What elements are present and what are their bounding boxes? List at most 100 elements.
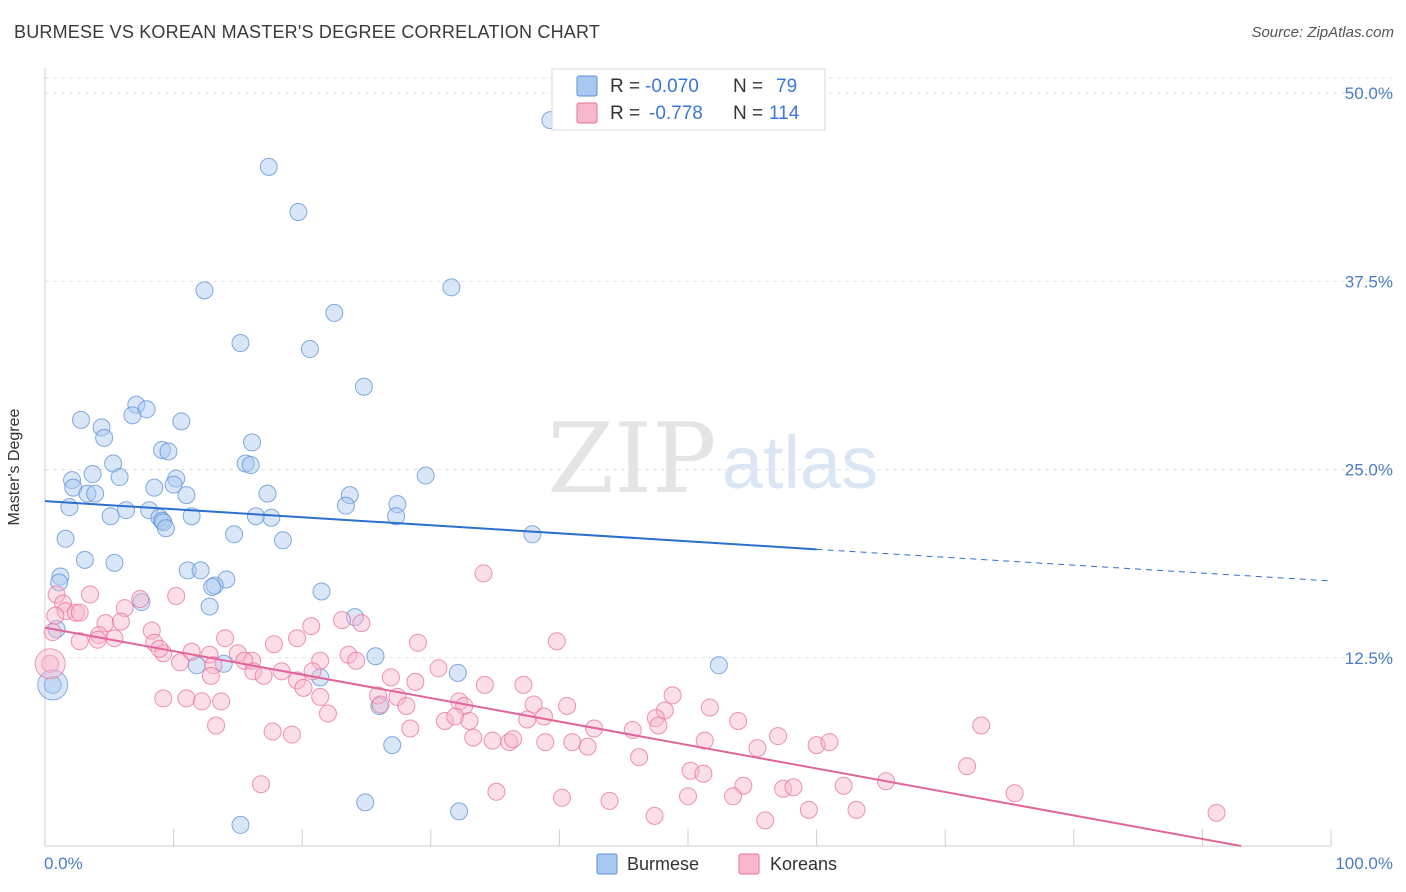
koreans-point: [46, 606, 65, 625]
koreans-point: [1207, 803, 1226, 822]
burmese-point: [273, 531, 292, 550]
koreans-point: [724, 787, 743, 806]
koreans-point: [66, 603, 85, 622]
koreans-point: [81, 585, 100, 604]
koreans-point: [600, 791, 619, 810]
koreans-point: [563, 733, 582, 752]
koreans-point: [318, 704, 337, 723]
burmese-point: [127, 395, 146, 414]
burmese-point: [416, 466, 435, 485]
koreans-point: [216, 629, 235, 648]
legend-n-label-koreans: N =: [733, 103, 763, 124]
koreans-point: [646, 709, 665, 727]
koreans-point: [70, 603, 89, 622]
burmese-trend-line: [44, 500, 817, 551]
burmese-point: [246, 507, 265, 526]
burmese-point: [43, 675, 62, 694]
koreans-point: [41, 654, 60, 673]
burmese-point: [448, 663, 467, 682]
burmese-point: [56, 529, 75, 548]
burmese-point: [75, 550, 94, 569]
koreans-point: [1005, 784, 1024, 803]
koreans-point: [474, 564, 493, 583]
koreans-points: [34, 564, 1226, 830]
koreans-point: [115, 599, 134, 618]
legend-r-label-burmese: R =: [610, 76, 640, 97]
koreans-point: [381, 668, 400, 687]
koreans-point: [847, 800, 866, 819]
burmese-point: [217, 570, 236, 589]
koreans-point: [228, 644, 247, 663]
burmese-point: [289, 203, 308, 222]
burmese-point: [195, 281, 214, 300]
koreans-point: [212, 692, 231, 711]
koreans-point: [645, 806, 664, 825]
burmese-point: [300, 340, 319, 359]
koreans-point: [88, 630, 107, 649]
koreans-point: [204, 656, 223, 675]
legend-r-value-koreans: -0.778: [649, 103, 703, 124]
koreans-point: [131, 590, 150, 609]
koreans-point: [958, 757, 977, 776]
koreans-point: [167, 587, 186, 606]
burmese-point: [123, 406, 142, 425]
grid-lines: [45, 77, 1392, 659]
koreans-point: [694, 764, 713, 783]
koreans-point: [401, 719, 420, 738]
axes: [44, 68, 1332, 847]
koreans-point: [371, 695, 390, 714]
burmese-point: [51, 567, 70, 586]
burmese-point: [354, 377, 373, 396]
burmese-point: [164, 475, 183, 494]
koreans-point: [558, 696, 577, 715]
koreans-point: [700, 698, 719, 717]
legend-swatch-koreans: [576, 102, 598, 124]
bottom-legend-label-burmese: Burmese: [627, 854, 699, 874]
koreans-point: [177, 689, 196, 708]
burmese-point: [383, 736, 402, 755]
burmese-point: [336, 496, 355, 515]
burmese-point: [259, 157, 278, 176]
koreans-point: [408, 633, 427, 652]
burmese-point-large: [37, 669, 69, 701]
legend-r-label-koreans: R =: [610, 103, 640, 124]
koreans-point: [311, 651, 330, 670]
koreans-point: [282, 725, 301, 744]
koreans-point-large: [34, 648, 66, 680]
x-tick-labels: 0.0% 100.0%: [44, 854, 1393, 873]
burmese-point: [182, 507, 201, 526]
koreans-point: [406, 672, 425, 691]
koreans-point: [105, 629, 124, 648]
burmese-point: [63, 471, 82, 490]
koreans-point: [302, 617, 321, 636]
koreans-point: [333, 611, 352, 630]
trend-lines: [44, 500, 1332, 847]
legend-n-value-koreans: 114: [769, 103, 800, 124]
burmese-point: [50, 573, 69, 592]
koreans-point: [254, 666, 273, 685]
burmese-point: [105, 553, 124, 572]
x-tick-label-min: 0.0%: [44, 854, 83, 873]
koreans-point: [288, 671, 307, 690]
burmese-point: [387, 507, 406, 526]
koreans-point: [154, 689, 173, 708]
legend-n-value-burmese: 79: [776, 76, 797, 97]
y-tick-label: 12.5%: [1345, 649, 1393, 668]
burmese-point: [72, 410, 91, 429]
burmese-point: [178, 561, 197, 580]
legend-swatch-burmese: [576, 75, 598, 97]
koreans-point: [446, 707, 465, 726]
koreans-point: [264, 635, 283, 654]
x-tick-label-max: 100.0%: [1335, 854, 1393, 873]
burmese-point: [140, 501, 159, 520]
burmese-point: [145, 478, 164, 497]
burmese-point: [340, 486, 359, 505]
burmese-point: [225, 525, 244, 544]
koreans-point: [524, 695, 543, 714]
burmese-point: [203, 577, 222, 596]
burmese-point: [523, 525, 542, 544]
burmese-point: [156, 519, 175, 538]
chart-source: Source: ZipAtlas.com: [1251, 24, 1394, 41]
koreans-point: [352, 614, 371, 633]
koreans-point: [534, 707, 553, 726]
